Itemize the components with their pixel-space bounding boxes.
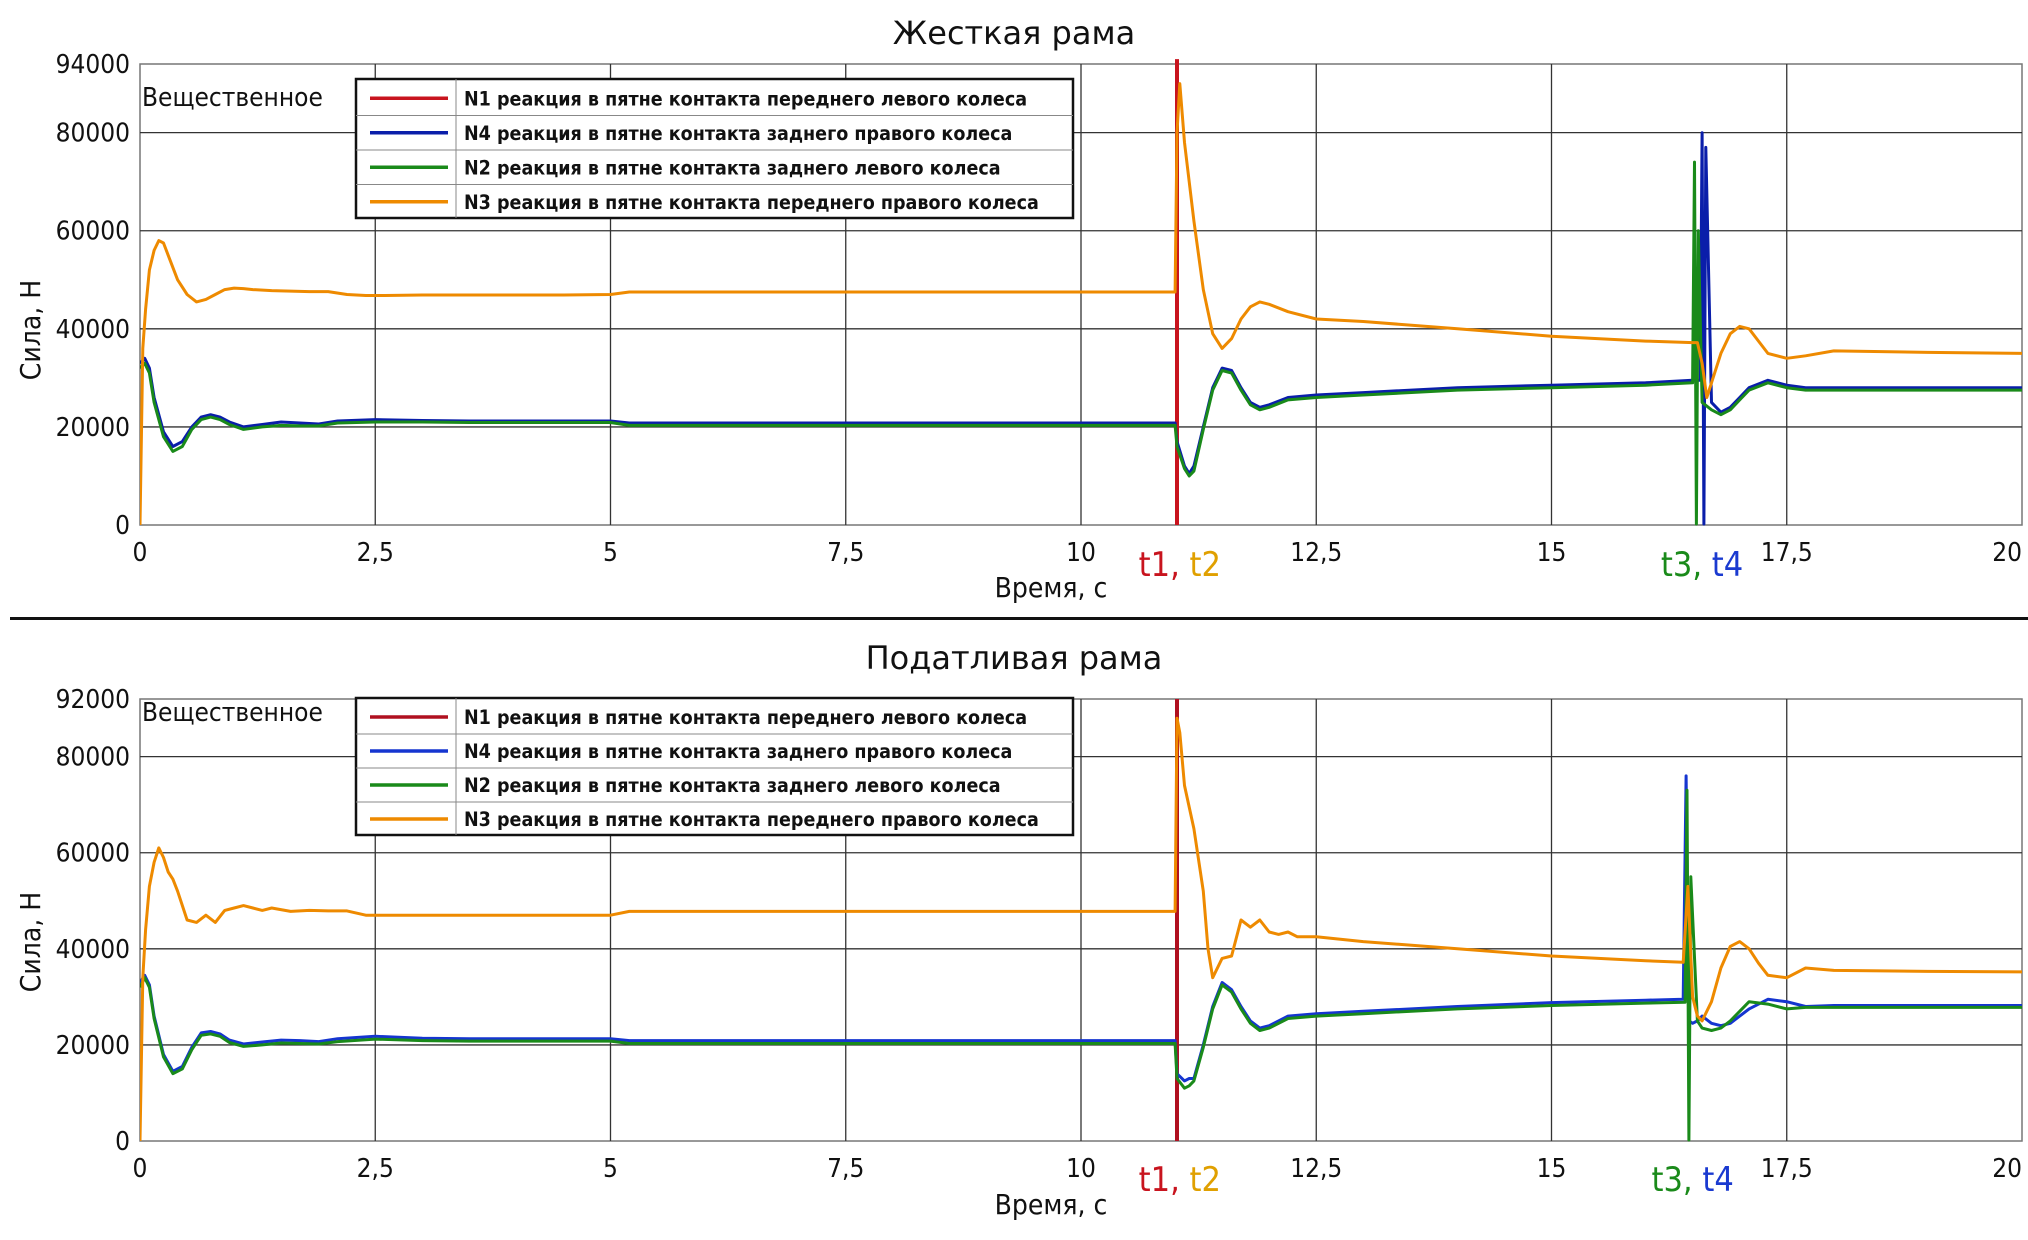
corner-label: Вещественное (142, 698, 323, 728)
event-label-part: t1, (1139, 545, 1180, 585)
chart-title: Податливая рама (865, 639, 1163, 677)
event-label: t3, t4 (1661, 545, 1743, 585)
x-tick-label: 2,5 (357, 538, 394, 568)
x-tick-label: 2,5 (357, 1154, 394, 1184)
x-tick-label: 12,5 (1290, 1154, 1342, 1184)
x-axis-label: Время, с (995, 571, 1108, 604)
y-tick-label: 80000 (56, 119, 130, 149)
y-tick-label: 92000 (56, 685, 130, 715)
legend-entry: N2 реакция в пятне контакта заднего лево… (464, 156, 1001, 179)
legend-entry: N1 реакция в пятне контакта переднего ле… (464, 706, 1027, 729)
legend (354, 696, 1075, 837)
x-tick-label: 20 (1992, 538, 2022, 568)
y-tick-label: 20000 (56, 1031, 130, 1061)
x-tick-label: 10 (1066, 538, 1096, 568)
panel-rigid-frame: Жесткая рама 0 2,5 5 7,5 10 12,5 15 17,5 20 0 2000… (0, 0, 2028, 616)
legend-entry: N1 реакция в пятне контакта переднего ле… (464, 87, 1027, 110)
x-tick-label: 7,5 (827, 1154, 864, 1184)
x-tick-label: 5 (603, 538, 618, 568)
event-label-part: t2 (1180, 545, 1221, 585)
y-tick-label: 60000 (56, 217, 130, 247)
y-axis-label: Сила, Н (14, 892, 47, 992)
y-tick-label: 40000 (56, 315, 130, 345)
event-label-part: t4 (1702, 545, 1743, 585)
legend (354, 77, 1075, 220)
y-tick-label: 60000 (56, 839, 130, 869)
y-tick-label: 40000 (56, 935, 130, 965)
x-tick-label: 0 (133, 1154, 148, 1184)
x-tick-label: 15 (1537, 538, 1567, 568)
event-label-part: t3, (1661, 545, 1702, 585)
event-label-part: t2 (1180, 1160, 1221, 1200)
x-tick-label: 17,5 (1761, 538, 1813, 568)
series-line-4 (140, 82, 2022, 526)
event-label-part: t4 (1693, 1160, 1734, 1200)
chart-rigid-frame: 0 2,5 5 7,5 10 12,5 15 17,5 20 0 20000 40000 60000 80… (14, 50, 2023, 604)
panel-compliant-frame: Податливая рама 0 2,5 5 7,5 10 12,5 15 17,5 20 0 2… (0, 620, 2028, 1240)
event-label-part: t3, (1651, 1160, 1692, 1200)
x-tick-label: 10 (1066, 1154, 1096, 1184)
y-tick-label: 94000 (56, 50, 130, 80)
legend-entry: N3 реакция в пятне контакта переднего пр… (464, 191, 1039, 214)
x-tick-label: 15 (1537, 1154, 1567, 1184)
series-line-4 (140, 716, 2022, 1142)
y-tick-label: 80000 (56, 743, 130, 773)
x-tick-label: 0 (133, 538, 148, 568)
event-label: t1, t2 (1139, 545, 1221, 585)
event-label: t1, t2 (1139, 1160, 1221, 1200)
y-axis-label: Сила, Н (14, 280, 47, 380)
x-tick-label: 20 (1992, 1154, 2022, 1184)
chart-compliant-frame: 0 2,5 5 7,5 10 12,5 15 17,5 20 0 20000 40000 60000 80… (14, 685, 2023, 1221)
legend-entry: N2 реакция в пятне контакта заднего лево… (464, 774, 1001, 797)
event-label: t3, t4 (1651, 1160, 1733, 1200)
chart-title: Жесткая рама (892, 14, 1136, 52)
series-line-3 (140, 160, 2022, 526)
corner-label: Вещественное (142, 83, 323, 113)
x-axis-label: Время, с (995, 1188, 1108, 1221)
x-tick-label: 7,5 (827, 538, 864, 568)
y-tick-label: 0 (115, 1127, 130, 1157)
y-tick-label: 0 (115, 511, 130, 541)
legend-entry: N3 реакция в пятне контакта переднего пр… (464, 808, 1039, 831)
legend-entry: N4 реакция в пятне контакта заднего прав… (464, 740, 1012, 763)
event-label-part: t1, (1139, 1160, 1180, 1200)
x-tick-label: 12,5 (1290, 538, 1342, 568)
panel-divider (10, 617, 2028, 620)
series-line-2 (140, 774, 2022, 1083)
x-tick-label: 5 (603, 1154, 618, 1184)
series-line-3 (140, 788, 2022, 1142)
legend-entry: N4 реакция в пятне контакта заднего прав… (464, 122, 1012, 145)
x-tick-label: 17,5 (1761, 1154, 1813, 1184)
y-tick-label: 20000 (56, 413, 130, 443)
